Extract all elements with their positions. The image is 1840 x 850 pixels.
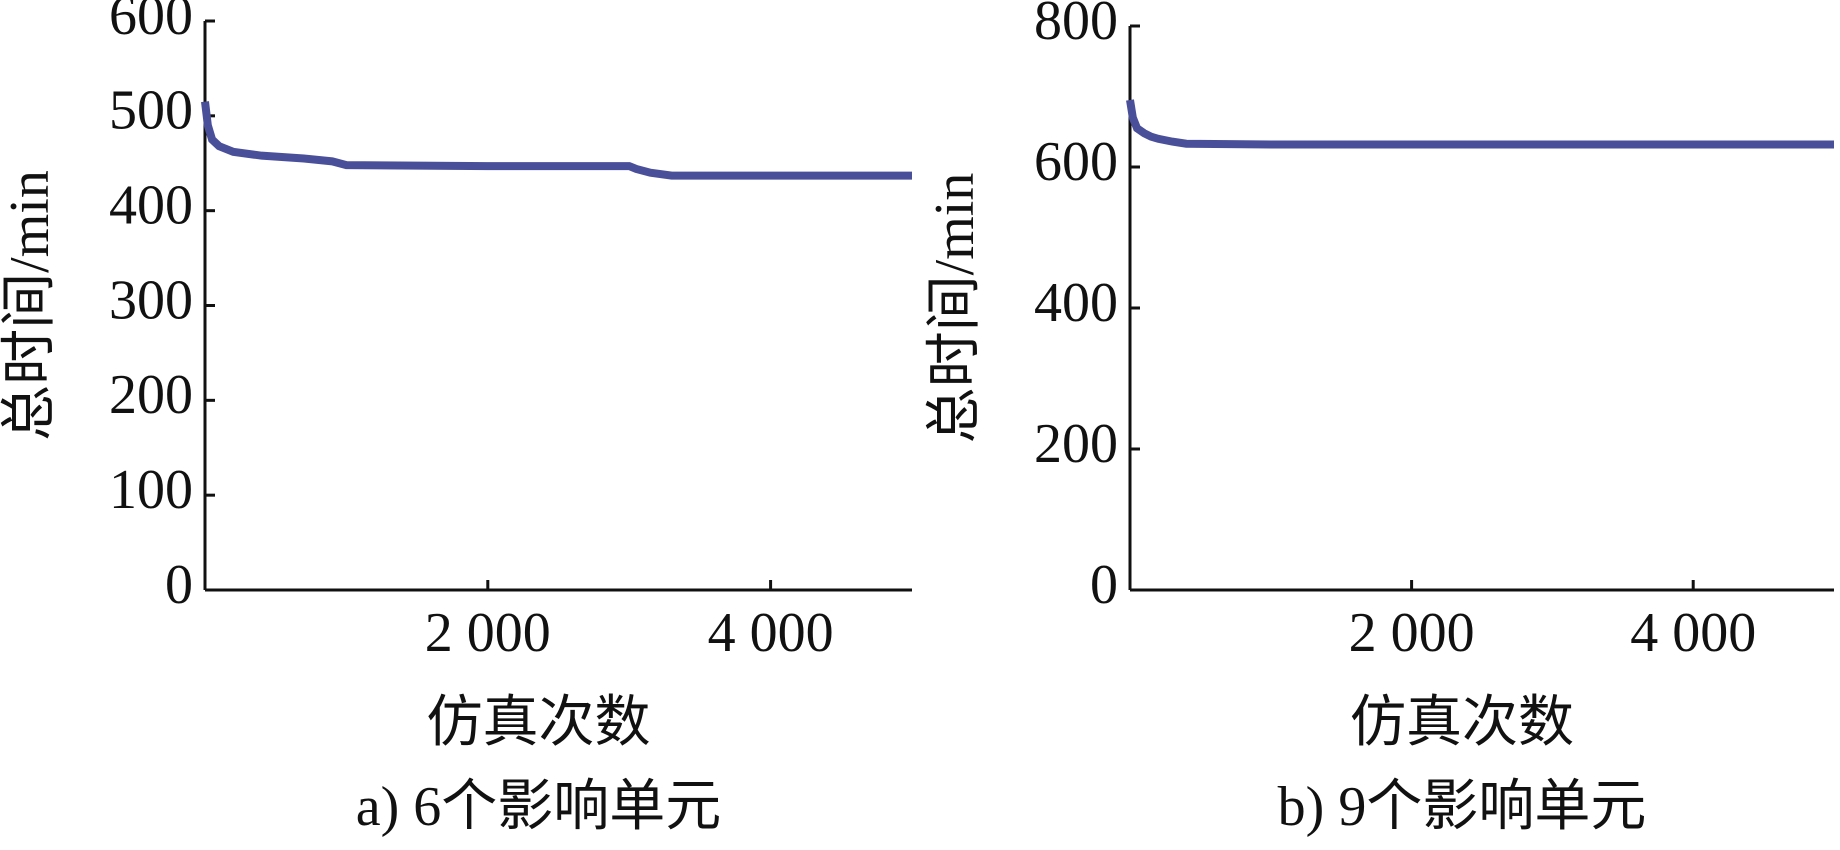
y-tick-label: 200 [1034, 413, 1118, 475]
data-line [1126, 99, 1834, 149]
y-tick-label: 600 [109, 0, 193, 47]
x-tick-label: 4 000 [708, 602, 834, 664]
y-tick-label: 100 [109, 459, 193, 521]
x-tick-label: 2 000 [425, 602, 551, 664]
y-axis-title: 总时间/min [0, 170, 61, 441]
x-axis-title: 仿真次数 [1350, 692, 1574, 754]
x-axis-title: 仿真次数 [427, 692, 651, 754]
caption: a) 6个影响单元 [356, 776, 722, 838]
y-tick-label: 0 [1090, 554, 1118, 616]
y-tick-label: 400 [1034, 272, 1118, 334]
y-tick-label: 600 [1034, 131, 1118, 193]
y-tick-label: 300 [109, 269, 193, 331]
y-tick-label: 200 [109, 364, 193, 426]
y-tick-label: 500 [109, 80, 193, 142]
y-tick-label: 400 [109, 175, 193, 237]
y-axis-title: 总时间/min [924, 173, 986, 444]
x-tick-label: 4 000 [1630, 602, 1756, 664]
y-tick-label: 800 [1034, 0, 1118, 52]
data-line [201, 101, 912, 180]
caption: b) 9个影响单元 [1278, 776, 1647, 838]
x-tick-label: 2 000 [1349, 602, 1475, 664]
y-tick-label: 0 [165, 554, 193, 616]
